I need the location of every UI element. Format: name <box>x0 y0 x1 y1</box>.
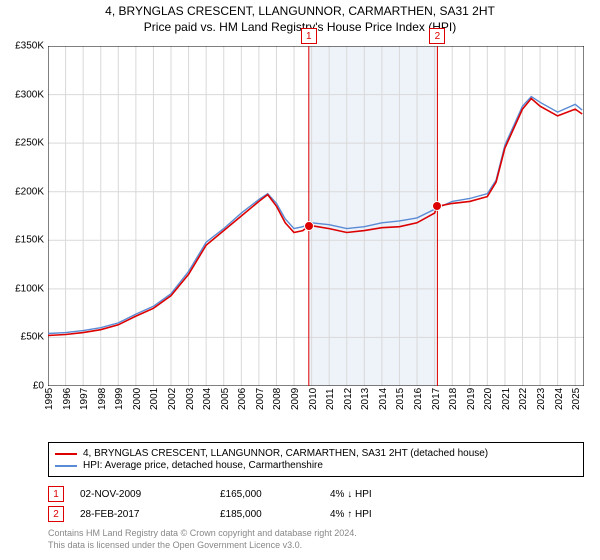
x-tick-label: 2011 <box>325 388 336 410</box>
sale-price-2: £185,000 <box>220 509 330 520</box>
x-tick-label: 2009 <box>290 388 301 410</box>
footnote: Contains HM Land Registry data © Crown c… <box>48 528 357 551</box>
sale-row-2: 2 28-FEB-2017 £185,000 4% ↑ HPI <box>48 506 584 522</box>
chart-area: £0£50K£100K£150K£200K£250K£300K£350K 199… <box>48 46 584 404</box>
x-tick-label: 1996 <box>62 388 73 410</box>
sale-marker-1: 1 <box>48 486 64 502</box>
x-tick-label: 2022 <box>518 388 529 410</box>
line-chart <box>48 46 584 386</box>
sale-marker-2: 2 <box>48 506 64 522</box>
legend-label-hpi: HPI: Average price, detached house, Carm… <box>83 460 323 471</box>
x-tick-label: 2004 <box>202 388 213 410</box>
sale-date-1: 02-NOV-2009 <box>80 489 220 500</box>
sale-date-2: 28-FEB-2017 <box>80 509 220 520</box>
y-tick-label: £150K <box>15 235 44 246</box>
x-tick-label: 2007 <box>255 388 266 410</box>
x-tick-label: 2016 <box>413 388 424 410</box>
y-tick-label: £50K <box>21 332 44 343</box>
x-tick-label: 2021 <box>501 388 512 410</box>
x-tick-label: 2000 <box>132 388 143 410</box>
legend-item-property: 4, BRYNGLAS CRESCENT, LLANGUNNOR, CARMAR… <box>55 448 577 459</box>
x-tick-label: 2010 <box>308 388 319 410</box>
x-tick-label: 2008 <box>272 388 283 410</box>
x-tick-label: 1997 <box>79 388 90 410</box>
sale-pct-1: 4% ↓ HPI <box>330 489 470 500</box>
x-tick-label: 1995 <box>44 388 55 410</box>
y-tick-label: £350K <box>15 41 44 52</box>
y-tick-label: £100K <box>15 283 44 294</box>
legend-item-hpi: HPI: Average price, detached house, Carm… <box>55 460 577 471</box>
y-tick-label: £0 <box>33 381 44 392</box>
x-tick-label: 2012 <box>343 388 354 410</box>
chart-dot-2 <box>432 201 442 211</box>
footnote-line1: Contains HM Land Registry data © Crown c… <box>48 528 357 540</box>
sales-table: 1 02-NOV-2009 £165,000 4% ↓ HPI 2 28-FEB… <box>48 482 584 526</box>
legend-swatch-property <box>55 453 77 455</box>
x-tick-label: 2005 <box>220 388 231 410</box>
x-tick-label: 2006 <box>237 388 248 410</box>
chart-marker-1: 1 <box>301 28 317 44</box>
x-tick-label: 2003 <box>185 388 196 410</box>
x-tick-label: 1998 <box>97 388 108 410</box>
legend-label-property: 4, BRYNGLAS CRESCENT, LLANGUNNOR, CARMAR… <box>83 448 488 459</box>
x-tick-label: 2001 <box>149 388 160 410</box>
x-tick-label: 2013 <box>360 388 371 410</box>
x-tick-label: 2025 <box>571 388 582 410</box>
sale-price-1: £165,000 <box>220 489 330 500</box>
y-axis-labels: £0£50K£100K£150K£200K£250K£300K£350K <box>4 46 44 386</box>
x-tick-label: 2020 <box>483 388 494 410</box>
x-tick-label: 1999 <box>114 388 125 410</box>
y-tick-label: £300K <box>15 89 44 100</box>
y-tick-label: £200K <box>15 186 44 197</box>
x-tick-label: 2018 <box>448 388 459 410</box>
legend: 4, BRYNGLAS CRESCENT, LLANGUNNOR, CARMAR… <box>48 442 584 477</box>
x-tick-label: 2023 <box>536 388 547 410</box>
footnote-line2: This data is licensed under the Open Gov… <box>48 540 357 552</box>
x-tick-label: 2024 <box>554 388 565 410</box>
chart-marker-2: 2 <box>429 28 445 44</box>
x-tick-label: 2019 <box>466 388 477 410</box>
y-tick-label: £250K <box>15 138 44 149</box>
legend-swatch-hpi <box>55 465 77 467</box>
sale-row-1: 1 02-NOV-2009 £165,000 4% ↓ HPI <box>48 486 584 502</box>
x-tick-label: 2015 <box>395 388 406 410</box>
title-line1: 4, BRYNGLAS CRESCENT, LLANGUNNOR, CARMAR… <box>0 4 600 18</box>
x-tick-label: 2017 <box>431 388 442 410</box>
x-tick-label: 2002 <box>167 388 178 410</box>
x-axis-labels: 1995199619971998199920002001200220032004… <box>48 386 584 426</box>
x-tick-label: 2014 <box>378 388 389 410</box>
sale-pct-2: 4% ↑ HPI <box>330 509 470 520</box>
chart-dot-1 <box>304 221 314 231</box>
